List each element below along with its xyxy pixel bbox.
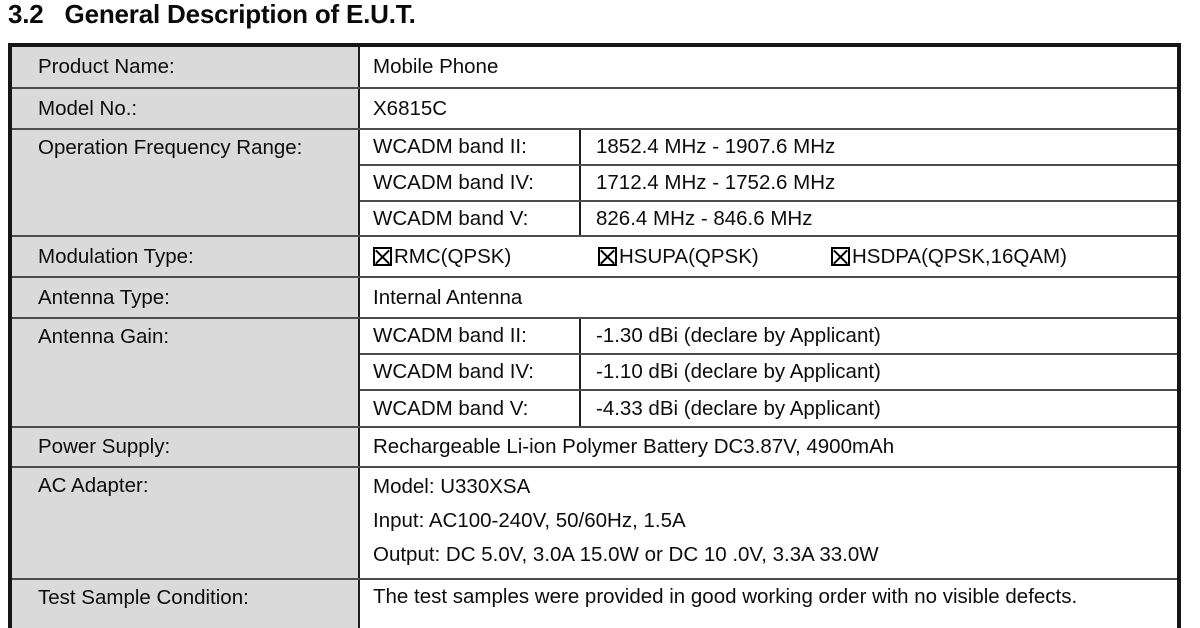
antenna-gain-band-4-name-cell: WCADM band IV: [358,353,581,391]
frequency-band-4-name-cell: WCADM band IV: [358,164,581,202]
checkbox-checked-icon [373,247,392,266]
modulation-type-value-cell: RMC(QPSK) HSUPA(QPSK) HSDPA(QPSK,16QAM) [358,235,1180,278]
table-row-antenna-gain-band-2: Antenna Gain: WCADM band II: -1.30 dBi (… [9,317,1180,428]
frequency-band-5-name-cell: WCADM band V: [358,200,581,237]
antenna-gain-label-cell: Antenna Gain: [9,317,360,428]
table-row-product-name: Product Name: Mobile Phone [9,44,1180,89]
test-sample-condition-text: The test samples were provided in good w… [373,585,1078,608]
section-heading: 3.2 General Description of E.U.T. [8,0,416,30]
ac-adapter-output-line: Output: DC 5.0V, 3.0A 15.0W or DC 10 .0V… [373,543,879,566]
modulation-option-hsdpa: HSDPA(QPSK,16QAM) [831,245,1067,269]
antenna-gain-band-2-name-cell: WCADM band II: [358,317,581,355]
table-row-power-supply: Power Supply: Rechargeable Li-ion Polyme… [9,426,1180,468]
section-number: 3.2 [8,0,44,29]
modulation-option-label: HSUPA(QPSK) [619,244,759,268]
operation-frequency-range-label-cell: Operation Frequency Range: [9,128,360,237]
table-row-frequency-band-5: WCADM band V: 826.4 MHz - 846.6 MHz [10,200,1180,237]
table-row-ac-adapter: AC Adapter: Model: U330XSA Input: AC100-… [9,466,1180,580]
antenna-gain-band-5-name-cell: WCADM band V: [358,389,581,428]
modulation-options: RMC(QPSK) HSUPA(QPSK) HSDPA(QPSK,16QAM) [373,245,1177,269]
eut-description-table: Product Name: Mobile Phone Model No.: X6… [8,43,1181,628]
modulation-option-hsupa: HSUPA(QPSK) [598,245,831,269]
table-row-test-sample-condition: Test Sample Condition: The test samples … [9,578,1180,628]
table-row-modulation-type: Modulation Type: RMC(QPSK) HSUPA(QPSK) H… [9,235,1180,278]
frequency-band-4-range-cell: 1712.4 MHz - 1752.6 MHz [579,164,1180,202]
table-row-frequency-band-4: WCADM band IV: 1712.4 MHz - 1752.6 MHz [10,164,1180,202]
ac-adapter-value-cell: Model: U330XSA Input: AC100-240V, 50/60H… [358,466,1180,580]
modulation-option-label: RMC(QPSK) [394,244,512,268]
table-row-model-no: Model No.: X6815C [9,87,1180,130]
ac-adapter-model-line: Model: U330XSA [373,475,531,498]
modulation-option-rmc: RMC(QPSK) [373,245,598,269]
frequency-band-5-range-cell: 826.4 MHz - 846.6 MHz [579,200,1180,237]
table-row-frequency-band-2: Operation Frequency Range: WCADM band II… [9,128,1180,237]
table-row-antenna-type: Antenna Type: Internal Antenna [9,276,1180,319]
antenna-type-label-cell: Antenna Type: [9,276,360,319]
test-sample-condition-value-cell: The test samples were provided in good w… [358,578,1180,628]
antenna-gain-band-4-value-cell: -1.10 dBi (declare by Applicant) [579,353,1180,391]
power-supply-value-cell: Rechargeable Li-ion Polymer Battery DC3.… [358,426,1180,468]
table-row-antenna-gain-band-5: WCADM band V: -4.33 dBi (declare by Appl… [10,389,1180,428]
power-supply-label-cell: Power Supply: [9,426,360,468]
frequency-band-2-range-cell: 1852.4 MHz - 1907.6 MHz [579,128,1180,166]
frequency-band-2-name-cell: WCADM band II: [358,128,581,166]
ac-adapter-input-line: Input: AC100-240V, 50/60Hz, 1.5A [373,509,686,532]
model-no-value-cell: X6815C [358,87,1180,130]
antenna-type-value-cell: Internal Antenna [358,276,1180,319]
antenna-gain-band-5-value-cell: -4.33 dBi (declare by Applicant) [579,389,1180,428]
model-no-label-cell: Model No.: [9,87,360,130]
checkbox-checked-icon [831,247,850,266]
ac-adapter-label-cell: AC Adapter: [9,466,360,580]
modulation-option-label: HSDPA(QPSK,16QAM) [852,244,1067,268]
test-sample-condition-label-cell: Test Sample Condition: [9,578,360,628]
section-title: General Description of E.U.T. [64,0,416,29]
ac-adapter-lines: Model: U330XSA Input: AC100-240V, 50/60H… [373,469,1177,572]
product-name-value-cell: Mobile Phone [358,44,1180,89]
checkbox-checked-icon [598,247,617,266]
modulation-type-label-cell: Modulation Type: [9,235,360,278]
antenna-gain-band-2-value-cell: -1.30 dBi (declare by Applicant) [579,317,1180,355]
product-name-label-cell: Product Name: [9,44,360,89]
table-row-antenna-gain-band-4: WCADM band IV: -1.10 dBi (declare by App… [10,353,1180,391]
